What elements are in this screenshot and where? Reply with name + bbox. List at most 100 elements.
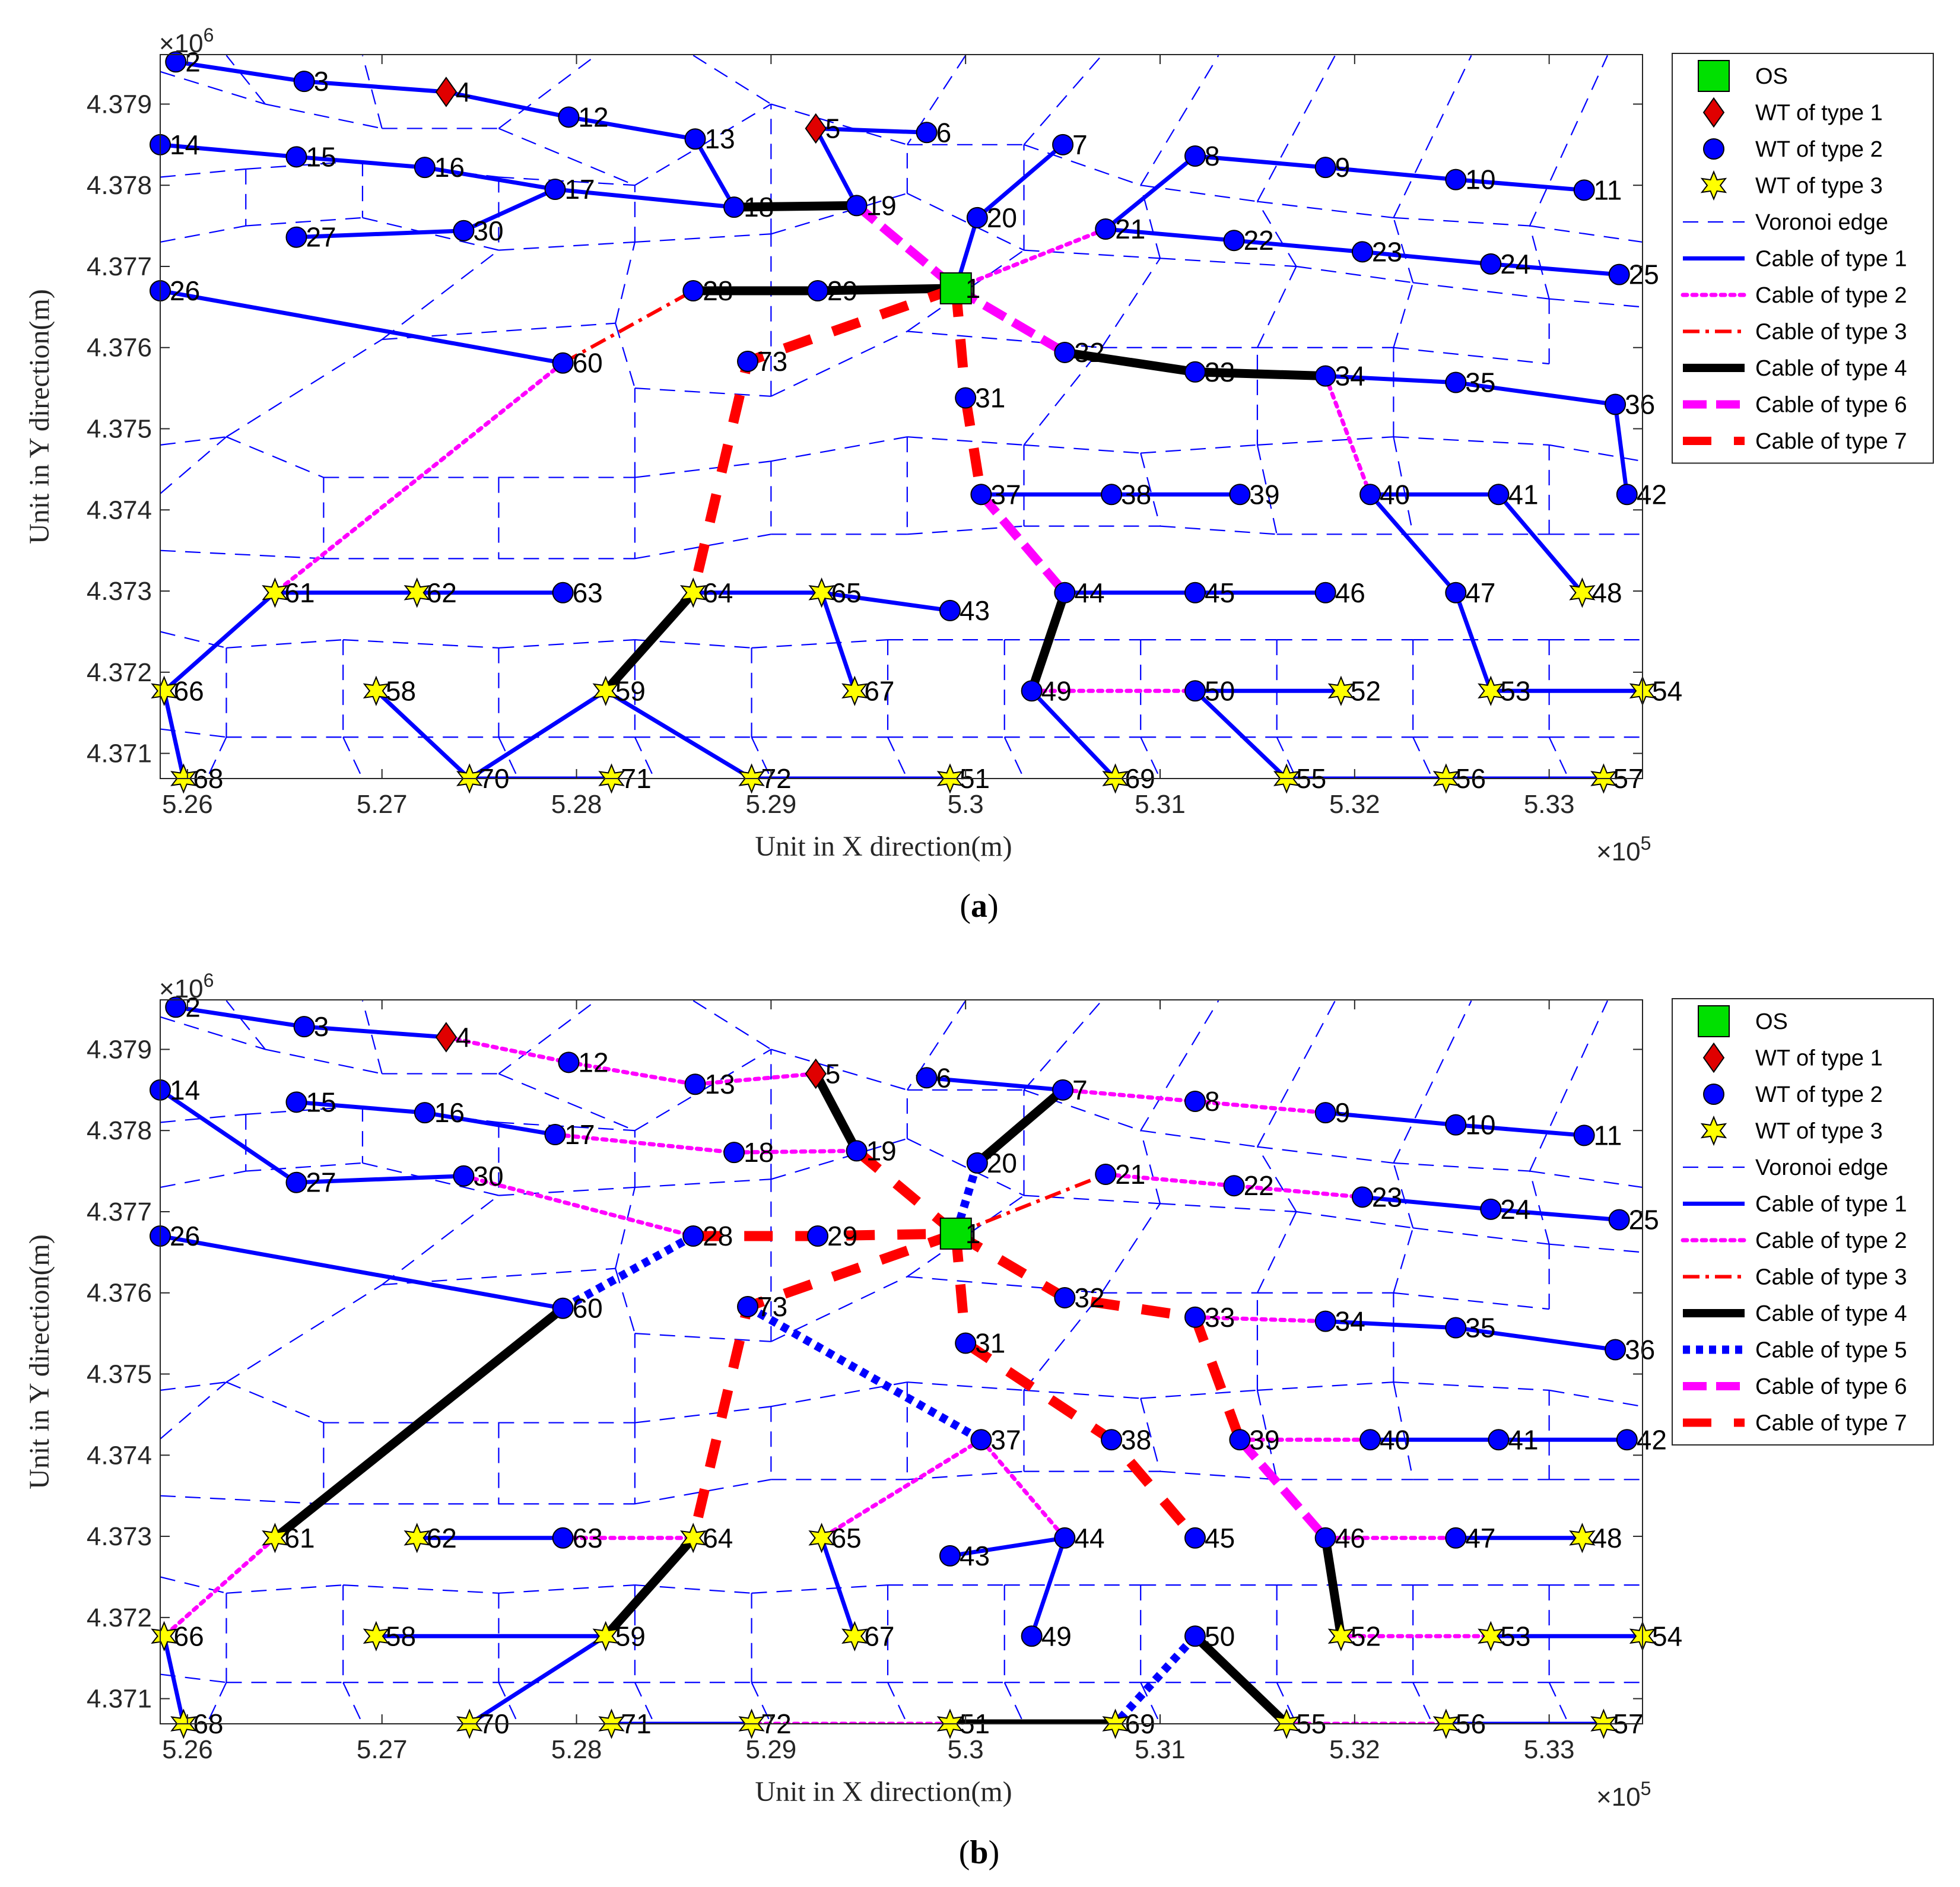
cable-c1 xyxy=(162,1635,186,1724)
legend-marker-wt1 xyxy=(1702,97,1725,128)
node-marker-15 xyxy=(285,1091,307,1113)
node-label-41: 41 xyxy=(1508,1424,1538,1455)
node-marker-42 xyxy=(1616,1429,1638,1451)
cable-c1 xyxy=(926,1075,1063,1092)
y-tick-label: 4.372 xyxy=(87,658,152,687)
node-label-5: 5 xyxy=(825,113,841,144)
node-marker-45 xyxy=(1184,582,1206,603)
node-marker-34 xyxy=(1314,1310,1336,1332)
voronoi-edge xyxy=(634,1682,655,1724)
node-label-40: 40 xyxy=(1380,479,1410,510)
voronoi-edge xyxy=(1393,436,1549,446)
voronoi-edge xyxy=(1141,444,1257,454)
node-label-61: 61 xyxy=(284,577,315,608)
node-label-14: 14 xyxy=(170,129,200,160)
cable-c2 xyxy=(1193,1315,1328,1324)
cable-c6 xyxy=(1236,1437,1329,1541)
voronoi-edge xyxy=(615,323,636,389)
voronoi-edge xyxy=(615,1187,636,1269)
node-label-61: 61 xyxy=(284,1523,315,1554)
node-label-58: 58 xyxy=(386,675,416,706)
legend-marker-wt2 xyxy=(1703,138,1724,160)
node-marker-37 xyxy=(970,484,992,506)
voronoi-edge xyxy=(634,1333,771,1342)
cable-c5 xyxy=(1112,1633,1199,1724)
node-label-10: 10 xyxy=(1465,1110,1495,1141)
voronoi-edge xyxy=(1140,1130,1161,1204)
legend-label: Cable of type 3 xyxy=(1755,320,1907,345)
node-marker-53 xyxy=(1478,1621,1504,1651)
node-label-11: 11 xyxy=(1594,1120,1622,1151)
cable-c1 xyxy=(160,288,564,366)
node-label-42: 42 xyxy=(1637,479,1667,510)
y-tick-label: 4.371 xyxy=(87,739,152,768)
y-tick-label: 4.373 xyxy=(87,577,152,606)
voronoi-edge xyxy=(1024,444,1141,454)
node-label-32: 32 xyxy=(1074,337,1104,368)
node-label-27: 27 xyxy=(306,222,336,253)
voronoi-edge xyxy=(361,55,383,129)
node-label-45: 45 xyxy=(1205,577,1235,608)
legend-label: Cable of type 2 xyxy=(1755,283,1907,308)
node-marker-10 xyxy=(1445,1114,1467,1136)
node-marker-25 xyxy=(1608,263,1630,285)
node-marker-13 xyxy=(684,128,706,150)
voronoi-edge xyxy=(751,1682,772,1724)
panel-caption: (b) xyxy=(959,1834,999,1871)
node-marker-41 xyxy=(1488,484,1510,506)
voronoi-edge xyxy=(160,436,227,446)
node-label-53: 53 xyxy=(1500,675,1530,706)
cable-c1 xyxy=(949,1536,1065,1558)
node-marker-50 xyxy=(1184,1625,1206,1647)
voronoi-edge xyxy=(160,225,246,243)
y-tick-label: 4.372 xyxy=(87,1603,152,1632)
y-axis-label: Unit in Y direction(m) xyxy=(24,289,55,544)
voronoi-edge xyxy=(1393,347,1549,365)
node-marker-32 xyxy=(1054,341,1076,363)
cable-c4 xyxy=(812,1071,861,1153)
voronoi-edge xyxy=(615,1268,636,1334)
node-marker-16 xyxy=(414,157,436,179)
node-marker-23 xyxy=(1351,1186,1373,1208)
node-marker-53 xyxy=(1478,675,1504,706)
node-marker-9 xyxy=(1314,157,1336,179)
y-axis: 4.371 4.372 4.373 4.374 4.375 4.376 4.377 4.378… xyxy=(87,90,1643,768)
legend-label: Cable of type 7 xyxy=(1755,429,1907,454)
cable-c3 xyxy=(955,1173,1107,1235)
node-label-43: 43 xyxy=(960,1540,990,1571)
voronoi-edge xyxy=(1393,217,1414,283)
node-marker-10 xyxy=(1445,169,1467,190)
node-label-13: 13 xyxy=(705,123,735,154)
x-tick-label: 5.28 xyxy=(551,1735,602,1764)
node-marker-36 xyxy=(1605,1339,1627,1361)
voronoi-edge xyxy=(1160,258,1297,268)
y-tick-label: 4.376 xyxy=(87,333,152,363)
node-label-8: 8 xyxy=(1205,1086,1220,1117)
node-label-26: 26 xyxy=(170,275,200,306)
node-marker-29 xyxy=(807,280,829,302)
node-label-23: 23 xyxy=(1372,1181,1402,1212)
node-marker-43 xyxy=(939,1545,961,1567)
node-label-20: 20 xyxy=(987,1148,1017,1178)
node-marker-64 xyxy=(680,577,707,608)
node-label-59: 59 xyxy=(615,1621,646,1651)
node-marker-28 xyxy=(682,1225,704,1247)
node-label-20: 20 xyxy=(987,202,1017,233)
cable-c1 xyxy=(374,689,471,779)
cable-c1 xyxy=(175,59,736,208)
cable-c1 xyxy=(468,1634,607,1724)
node-label-35: 35 xyxy=(1465,367,1495,398)
voronoi-edge xyxy=(1256,1211,1297,1294)
node-marker-73 xyxy=(737,1295,759,1317)
node-label-15: 15 xyxy=(306,141,336,172)
voronoi-edge xyxy=(1393,1000,1472,1164)
x-axis: 5.26 5.27 5.28 5.29 5.3 5.31 5.32 5.33 xyxy=(162,55,1574,819)
voronoi-edge xyxy=(361,1000,383,1074)
cable-c7 xyxy=(960,397,986,495)
voronoi-edge xyxy=(1024,1089,1141,1132)
node-marker-58 xyxy=(363,1621,390,1651)
node-label-46: 46 xyxy=(1335,1523,1365,1554)
x-tick-label: 5.3 xyxy=(948,1735,984,1764)
